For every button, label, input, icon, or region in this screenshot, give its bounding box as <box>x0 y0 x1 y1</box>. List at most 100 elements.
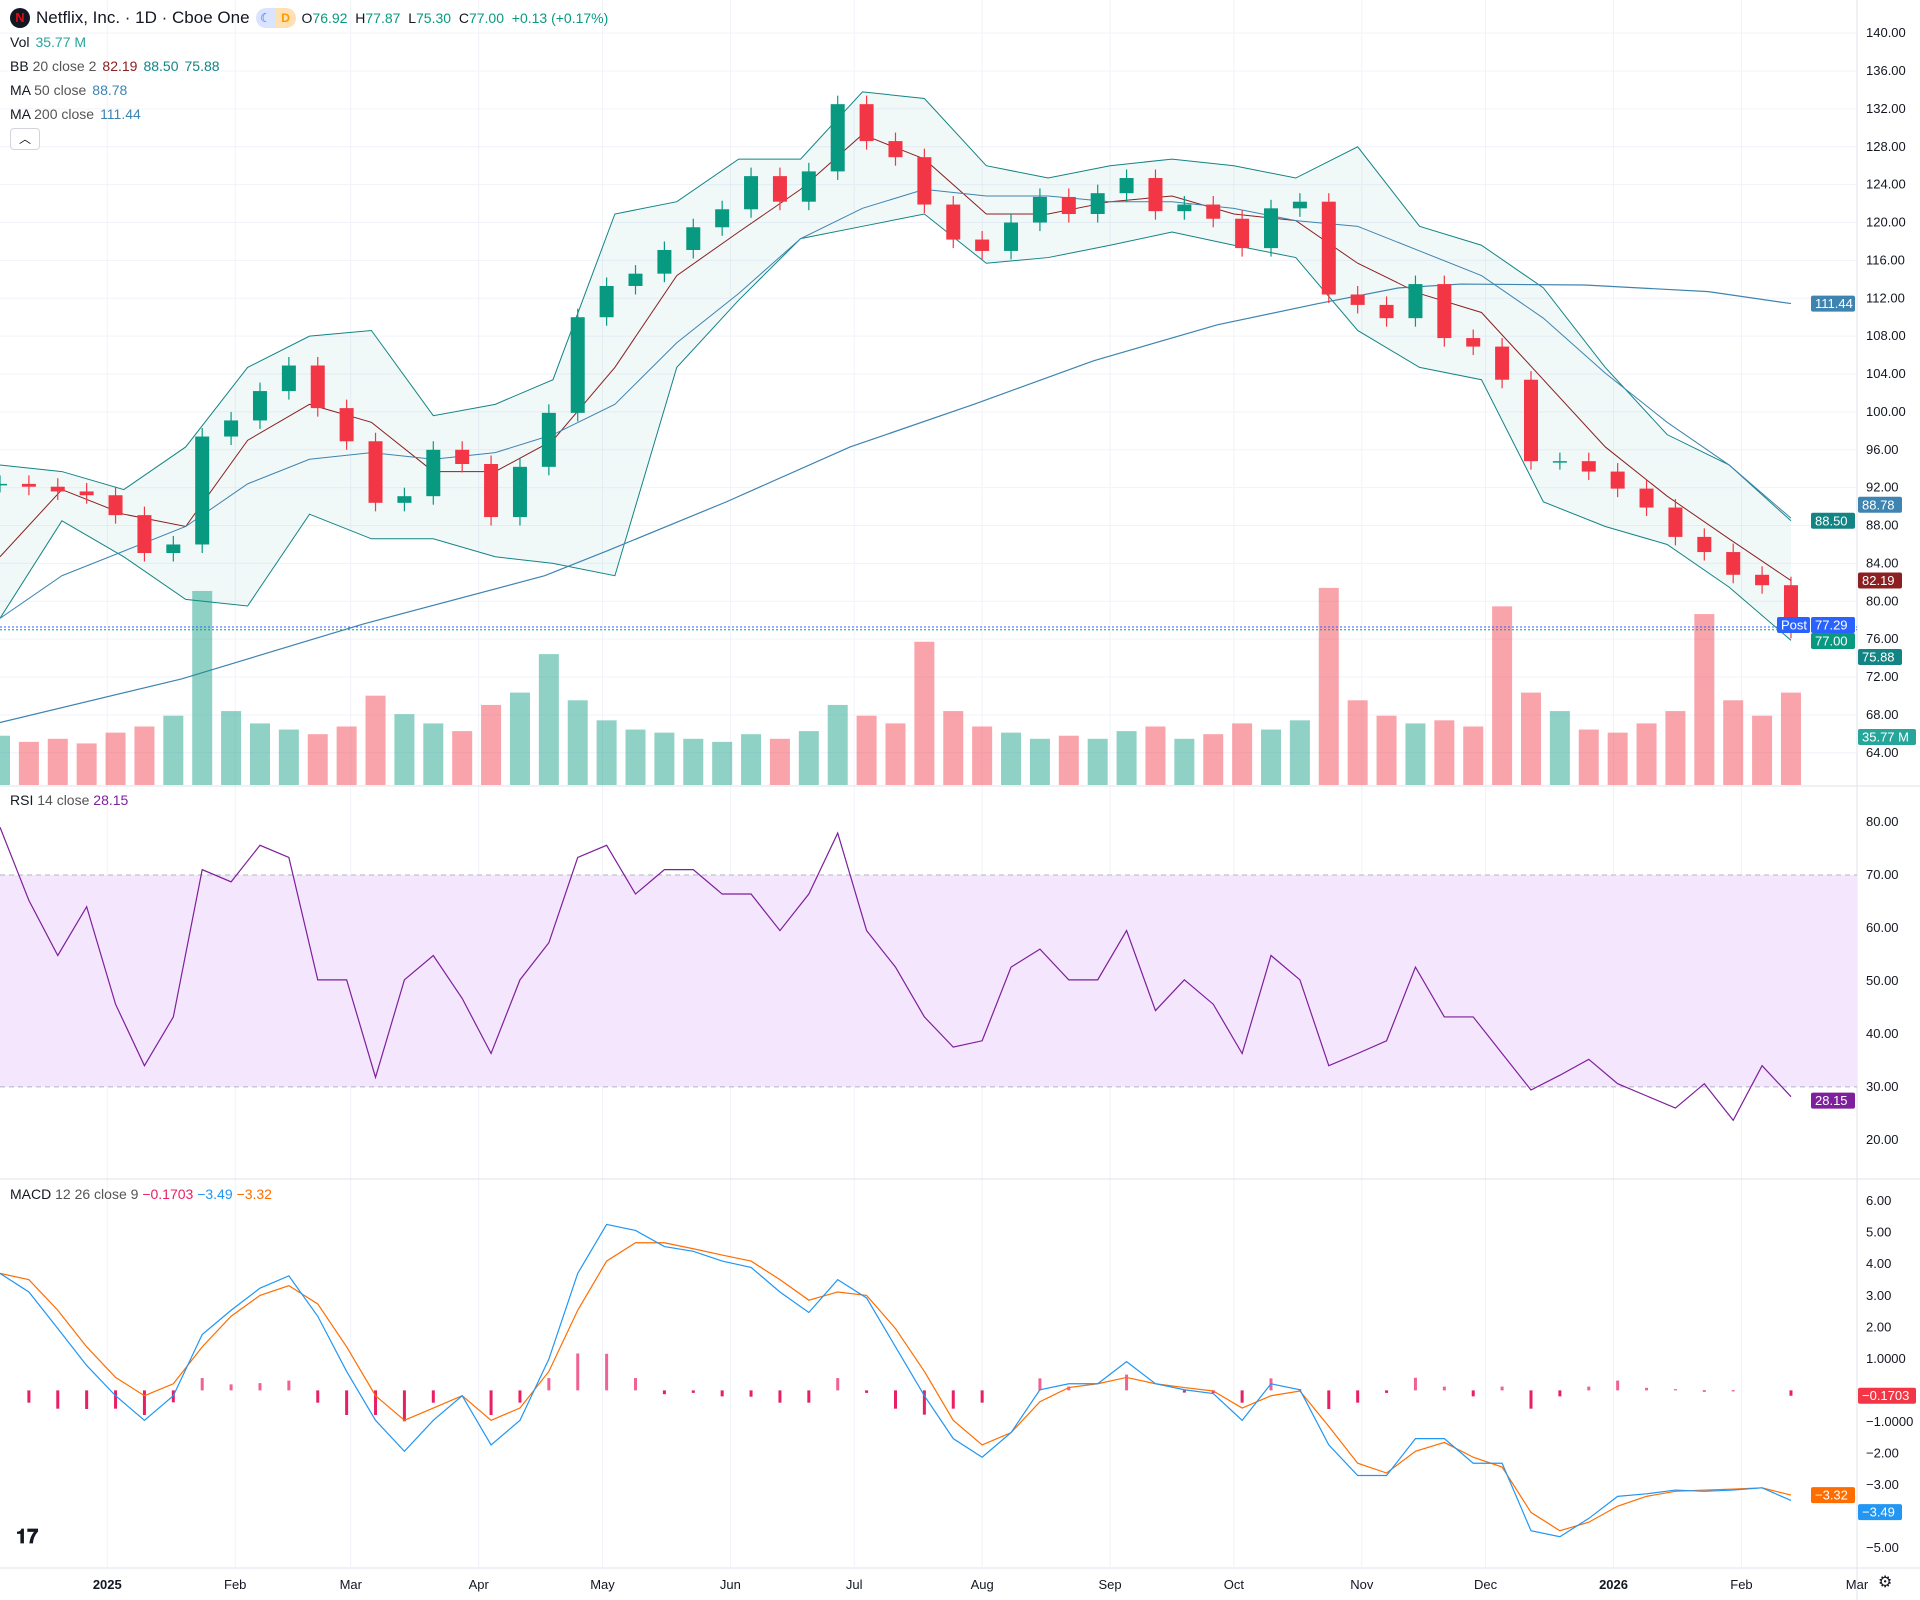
volume-bar <box>1520 692 1541 785</box>
rsi-badge-text: 28.15 <box>1815 1093 1848 1108</box>
ma50-line <box>0 188 1792 619</box>
time-axis-label: Apr <box>469 1577 490 1592</box>
symbol-title[interactable]: Netflix, Inc. · 1D · Cboe One <box>36 8 250 27</box>
candle-body <box>1004 222 1019 251</box>
volume-bar <box>567 700 588 785</box>
rsi-tick-label: 30.00 <box>1866 1079 1899 1094</box>
volume-bar <box>76 743 97 785</box>
time-axis-label: Aug <box>971 1577 994 1592</box>
volume-bar <box>1492 606 1513 785</box>
volume-bar <box>452 731 473 785</box>
price-badge-text: 88.50 <box>1815 513 1848 528</box>
rsi-tick-label: 60.00 <box>1866 920 1899 935</box>
post-tag-text: Post <box>1781 617 1807 632</box>
volume-bar <box>1203 734 1224 785</box>
price-tick-label: 116.00 <box>1866 252 1905 267</box>
candle-body <box>1177 204 1192 212</box>
candle-body <box>1552 461 1567 463</box>
candle-body <box>1697 536 1712 553</box>
candle-body <box>570 317 585 413</box>
price-tick-label: 104.00 <box>1866 366 1906 381</box>
volume-bar <box>134 726 155 785</box>
volume-bar <box>163 715 184 785</box>
price-badge-text: 75.88 <box>1862 649 1895 664</box>
candle-body <box>426 449 441 497</box>
candle-body <box>1032 196 1047 223</box>
volume-bar <box>827 704 848 785</box>
time-axis-label: Dec <box>1474 1577 1498 1592</box>
volume-bar <box>1318 587 1339 785</box>
candle-body <box>1408 284 1423 319</box>
legend-ma50[interactable]: MA 50 close 88.78 <box>10 82 128 98</box>
candle-body <box>455 449 470 464</box>
candle-body <box>744 176 759 210</box>
volume-bar <box>0 735 10 785</box>
volume-bar <box>1029 738 1050 785</box>
macd-tick-label: 2.00 <box>1866 1319 1891 1334</box>
candle-body <box>946 204 961 240</box>
candle-body <box>975 239 990 251</box>
candle-body <box>1292 201 1307 209</box>
legend-rsi[interactable]: RSI 14 close 28.15 <box>10 792 129 808</box>
candle-body <box>21 483 36 487</box>
moon-icon[interactable]: ☾ <box>255 8 276 28</box>
volume-bar <box>1289 720 1310 785</box>
candle-body <box>166 544 181 554</box>
volume-bar <box>943 711 964 785</box>
candle-body <box>830 104 845 172</box>
gear-icon[interactable]: ⚙ <box>1878 1574 1893 1591</box>
rsi-band-fill <box>0 874 1857 1087</box>
volume-bar <box>885 723 906 785</box>
post-tag <box>1777 616 1810 633</box>
volume-bar <box>1405 723 1426 785</box>
candle-body <box>310 365 325 409</box>
volume-bar <box>1087 738 1108 785</box>
candle-body <box>1755 574 1770 586</box>
delayed-badge[interactable]: D <box>275 8 296 28</box>
candle-body <box>252 391 267 421</box>
volume-bar <box>538 654 559 785</box>
rsi-tick-label: 80.00 <box>1866 814 1899 829</box>
price-tick-label: 72.00 <box>1866 669 1899 684</box>
candle-body <box>1639 488 1654 508</box>
candle-body <box>1061 196 1076 215</box>
volume-bar <box>1780 692 1801 785</box>
price-badge-text: 82.19 <box>1862 573 1895 588</box>
time-axis-label: May <box>590 1577 615 1592</box>
price-badge <box>1811 632 1855 649</box>
volume-bar <box>1174 738 1195 785</box>
candle-body <box>888 141 903 158</box>
ohlc-values: O76.92 H77.87 L75.30 C77.00 +0.13 (+0.17… <box>301 10 609 26</box>
legend-bb[interactable]: BB 20 close 2 82.19 88.50 75.88 <box>10 58 220 74</box>
symbol-row: N Netflix, Inc. · 1D · Cboe One ☾ D O76.… <box>10 6 608 30</box>
volume-badge-text: 35.77 M <box>1862 730 1909 745</box>
price-badge <box>1858 496 1902 513</box>
price-tick-label: 96.00 <box>1866 442 1899 457</box>
macd-tick-label: 6.00 <box>1866 1193 1891 1208</box>
volume-bar <box>1232 723 1253 785</box>
volume-bar <box>1752 715 1773 785</box>
candle-body <box>195 436 210 545</box>
time-axis-label: Feb <box>224 1577 246 1592</box>
volume-bar <box>769 738 790 785</box>
volume-bar <box>47 738 68 785</box>
legend-volume[interactable]: Vol 35.77 M <box>10 34 87 50</box>
price-tick-label: 108.00 <box>1866 328 1906 343</box>
candle-body <box>715 209 730 228</box>
candle-body <box>397 496 412 503</box>
volume-bar <box>1549 711 1570 785</box>
chevron-up-icon[interactable]: ︿ <box>10 128 40 150</box>
candle-body <box>484 463 499 518</box>
volume-bar <box>1434 720 1455 785</box>
ma200-line <box>0 283 1792 724</box>
session-toggle[interactable]: ☾ D <box>255 8 296 28</box>
volume-bar <box>1578 729 1599 785</box>
legend-ma200[interactable]: MA 200 close 111.44 <box>10 106 141 122</box>
candle-body <box>1350 294 1365 305</box>
candle-body <box>79 491 94 496</box>
volume-bar <box>307 734 328 785</box>
tradingview-logo[interactable]: 𝟏𝟕 <box>16 1526 39 1548</box>
price-badge-text: 77.29 <box>1815 617 1848 632</box>
legend-macd[interactable]: MACD 12 26 close 9 −0.1703 −3.49 −3.32 <box>10 1186 272 1202</box>
